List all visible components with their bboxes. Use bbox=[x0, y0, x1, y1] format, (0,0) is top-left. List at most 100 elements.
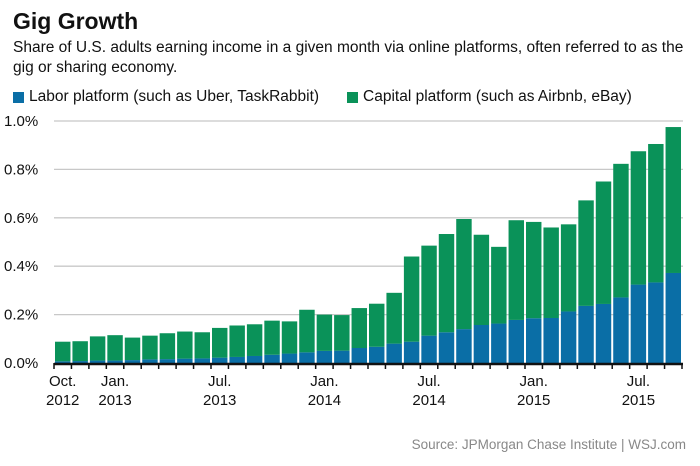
bar-capital bbox=[107, 335, 123, 361]
bar-capital bbox=[456, 219, 472, 330]
legend-item-labor: Labor platform (such as Uber, TaskRabbit… bbox=[13, 88, 319, 106]
bar-capital bbox=[334, 315, 350, 351]
x-tick-label: 2012 bbox=[46, 392, 79, 409]
bar-capital bbox=[299, 309, 315, 353]
bar-labor bbox=[630, 284, 647, 363]
bar-capital bbox=[421, 245, 437, 336]
bar-capital bbox=[246, 324, 263, 356]
bar-capital bbox=[403, 256, 420, 342]
bar-labor bbox=[473, 325, 490, 363]
y-tick-label: 0.4% bbox=[4, 258, 38, 275]
x-tick-label: Jul. bbox=[417, 373, 440, 390]
bar-capital bbox=[351, 308, 367, 348]
bar-labor bbox=[124, 360, 141, 363]
bar-labor bbox=[316, 350, 333, 363]
bar-labor bbox=[246, 355, 263, 363]
bar-capital bbox=[630, 151, 647, 285]
bar-labor bbox=[456, 329, 472, 363]
chart-title: Gig Growth bbox=[13, 8, 139, 34]
y-tick-label: 0.0% bbox=[4, 355, 38, 372]
bar-labor bbox=[351, 347, 367, 363]
x-tick-label: 2015 bbox=[517, 392, 550, 409]
bar-capital bbox=[438, 234, 455, 333]
x-tick-label: Jan. bbox=[101, 373, 129, 390]
y-tick-label: 0.8% bbox=[4, 161, 38, 178]
bar-labor bbox=[264, 354, 280, 363]
bar-capital bbox=[491, 246, 507, 324]
bar-labor bbox=[386, 343, 402, 363]
bar-labor bbox=[72, 361, 88, 363]
bar-labor bbox=[142, 359, 158, 363]
bar-labor bbox=[89, 360, 106, 363]
bar-labor bbox=[107, 360, 123, 363]
x-tick-label: 2014 bbox=[412, 392, 445, 409]
bar-capital bbox=[613, 163, 629, 298]
chart-subtitle: Share of U.S. adults earning income in a… bbox=[13, 39, 684, 76]
bar-labor bbox=[334, 350, 350, 363]
bar-capital bbox=[316, 314, 333, 351]
bar-labor bbox=[526, 318, 542, 363]
bar-capital bbox=[159, 333, 176, 360]
bar-labor bbox=[665, 272, 681, 363]
bar-labor bbox=[281, 353, 298, 363]
bar-capital bbox=[665, 127, 681, 273]
bar-capital bbox=[124, 337, 141, 361]
bar-labor bbox=[229, 356, 245, 363]
bar-labor bbox=[648, 282, 664, 363]
bar-labor bbox=[438, 332, 455, 363]
legend-swatch-labor bbox=[13, 91, 24, 103]
bar-capital bbox=[543, 227, 559, 318]
bar-labor bbox=[55, 361, 71, 363]
bar-labor bbox=[508, 319, 524, 363]
bar-labor bbox=[491, 323, 507, 363]
bar-labor bbox=[159, 359, 176, 363]
bar-capital bbox=[578, 200, 594, 306]
y-tick-label: 0.6% bbox=[4, 210, 38, 227]
bar-labor bbox=[595, 303, 612, 363]
bar-labor bbox=[299, 352, 315, 363]
legend: Labor platform (such as Uber, TaskRabbit… bbox=[13, 88, 660, 106]
x-tick-label: 2014 bbox=[308, 392, 341, 409]
legend-label-capital: Capital platform (such as Airbnb, eBay) bbox=[363, 88, 632, 105]
x-tick-label: Oct. bbox=[49, 373, 77, 390]
bar-capital bbox=[595, 181, 612, 304]
bar-capital bbox=[526, 221, 542, 319]
source-note: Source: JPMorgan Chase Institute | WSJ.c… bbox=[411, 437, 686, 452]
bar-labor bbox=[369, 346, 385, 363]
bar-capital bbox=[386, 292, 402, 344]
bar-capital bbox=[194, 332, 210, 359]
bar-capital bbox=[142, 335, 158, 360]
bar-capital bbox=[55, 341, 71, 362]
y-tick-label: 0.2% bbox=[4, 307, 38, 324]
bar-capital bbox=[72, 341, 88, 362]
x-tick-label: Jul. bbox=[627, 373, 650, 390]
bar-capital bbox=[369, 303, 385, 347]
bar-capital bbox=[177, 331, 193, 359]
bar-labor bbox=[403, 341, 420, 363]
x-tick-label: Jul. bbox=[208, 373, 231, 390]
bar-capital bbox=[560, 224, 577, 312]
bar-capital bbox=[281, 321, 298, 354]
legend-item-capital: Capital platform (such as Airbnb, eBay) bbox=[347, 88, 632, 106]
bar-labor bbox=[613, 297, 629, 363]
x-tick-label: Jan. bbox=[520, 373, 548, 390]
bar-capital bbox=[264, 320, 280, 355]
bar-capital bbox=[229, 325, 245, 357]
bar-labor bbox=[543, 317, 559, 363]
bar-capital bbox=[89, 336, 106, 361]
bar-labor bbox=[421, 335, 437, 363]
legend-label-labor: Labor platform (such as Uber, TaskRabbit… bbox=[29, 88, 320, 105]
bar-labor bbox=[212, 357, 228, 363]
bar-capital bbox=[473, 234, 490, 326]
bar-labor bbox=[560, 311, 577, 363]
legend-swatch-capital bbox=[347, 91, 359, 103]
bar-capital bbox=[648, 143, 664, 283]
y-tick-label: 1.0% bbox=[4, 113, 38, 130]
x-tick-label: Jan. bbox=[310, 373, 338, 390]
bar-labor bbox=[194, 358, 210, 363]
bar-labor bbox=[177, 358, 193, 363]
x-tick-label: 2013 bbox=[203, 392, 236, 409]
bar-labor bbox=[578, 305, 594, 363]
bar-capital bbox=[212, 327, 228, 358]
